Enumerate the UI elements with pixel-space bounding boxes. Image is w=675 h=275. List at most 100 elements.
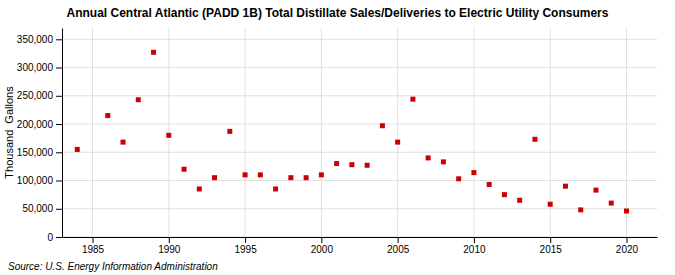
tick-label: 2020 bbox=[616, 244, 639, 255]
tick: 100,000 bbox=[17, 175, 62, 186]
tick-mark bbox=[56, 152, 62, 153]
tick-mark bbox=[56, 39, 62, 40]
point bbox=[334, 161, 339, 166]
point bbox=[426, 155, 431, 160]
grid-line bbox=[62, 180, 657, 181]
point bbox=[136, 97, 141, 102]
tick-mark bbox=[56, 68, 62, 69]
tick-label: 2005 bbox=[387, 244, 410, 255]
tick-mark bbox=[169, 237, 170, 243]
grid-line bbox=[397, 28, 398, 237]
tick: 1990 bbox=[158, 237, 181, 255]
plot-area: 1985 1990 1995 2000 2005 2010 2015 2020 0 50,000 1… bbox=[17, 28, 658, 255]
tick: 2000 bbox=[311, 237, 334, 255]
point bbox=[182, 167, 187, 172]
point bbox=[517, 198, 522, 203]
point bbox=[288, 175, 293, 180]
tick-label: 1990 bbox=[158, 244, 181, 255]
point bbox=[105, 113, 110, 118]
point bbox=[227, 129, 232, 134]
point bbox=[380, 123, 385, 128]
tick-mark bbox=[56, 96, 62, 97]
tick-label: 150,000 bbox=[17, 147, 54, 158]
point bbox=[243, 172, 248, 177]
tick: 0 bbox=[47, 232, 62, 243]
point bbox=[349, 162, 354, 167]
point bbox=[319, 172, 324, 177]
tick-label: 2000 bbox=[311, 244, 334, 255]
point bbox=[212, 175, 217, 180]
axis-line bbox=[63, 237, 658, 238]
grid-line bbox=[62, 208, 657, 209]
tick: 50,000 bbox=[22, 203, 62, 214]
tick-label: 200,000 bbox=[17, 119, 54, 130]
tick-mark bbox=[56, 124, 62, 125]
tick-mark bbox=[93, 237, 94, 243]
grid-line bbox=[62, 124, 657, 125]
point bbox=[273, 186, 278, 191]
point bbox=[609, 201, 614, 206]
tick: 2015 bbox=[540, 237, 563, 255]
tick-label: 0 bbox=[47, 232, 53, 243]
point bbox=[151, 50, 156, 55]
grid-line bbox=[92, 28, 93, 237]
grid-line bbox=[62, 152, 657, 153]
grid-line bbox=[168, 28, 169, 237]
tick-mark bbox=[321, 237, 322, 243]
tick-mark bbox=[626, 237, 627, 243]
tick-label: 1985 bbox=[82, 244, 105, 255]
x-axis: 1985 1990 1995 2000 2005 2010 2015 2020 bbox=[63, 237, 658, 255]
tick-mark bbox=[550, 237, 551, 243]
tick-label: 2015 bbox=[540, 244, 563, 255]
annotation: Source: U.S. Energy Information Administ… bbox=[8, 261, 218, 272]
tick-label: 300,000 bbox=[17, 62, 54, 73]
point bbox=[395, 140, 400, 145]
point bbox=[121, 140, 126, 145]
point bbox=[441, 159, 446, 164]
tick: 200,000 bbox=[17, 119, 62, 130]
tick-label: 1995 bbox=[234, 244, 257, 255]
grid-line bbox=[62, 39, 657, 40]
title: Annual Central Atlantic (PADD 1B) Total … bbox=[67, 6, 609, 20]
tick-mark bbox=[56, 181, 62, 182]
point bbox=[75, 147, 80, 152]
tick-mark bbox=[398, 237, 399, 243]
tick-label: 250,000 bbox=[17, 90, 54, 101]
grid-line bbox=[62, 95, 657, 96]
point bbox=[548, 202, 553, 207]
grid-line bbox=[245, 28, 246, 237]
point bbox=[197, 186, 202, 191]
point bbox=[304, 175, 309, 180]
points bbox=[75, 50, 629, 214]
tick: 2010 bbox=[463, 237, 486, 255]
point bbox=[578, 207, 583, 212]
tick: 2020 bbox=[616, 237, 639, 255]
grid-line bbox=[321, 28, 322, 237]
point bbox=[487, 182, 492, 187]
tick-mark bbox=[474, 237, 475, 243]
point bbox=[624, 209, 629, 214]
tick: 250,000 bbox=[17, 90, 62, 101]
point bbox=[258, 172, 263, 177]
point bbox=[532, 137, 537, 142]
y-axis: 0 50,000 100,000 150,000 200,000 250,000 300,0… bbox=[17, 29, 63, 243]
tick-label: 2010 bbox=[463, 244, 486, 255]
grid-line bbox=[62, 67, 657, 68]
point bbox=[365, 163, 370, 168]
tick: 2005 bbox=[387, 237, 410, 255]
point bbox=[502, 192, 507, 197]
y-axis-label: Thousand Gallons bbox=[3, 86, 15, 179]
tick-mark bbox=[56, 237, 62, 238]
tick-label: 350,000 bbox=[17, 34, 54, 45]
tick: 1995 bbox=[234, 237, 257, 255]
point bbox=[166, 133, 171, 138]
grid-line bbox=[473, 28, 474, 237]
grid-line bbox=[626, 28, 627, 237]
grid-line bbox=[62, 237, 657, 238]
point bbox=[563, 184, 568, 189]
point bbox=[593, 188, 598, 193]
chart: 1985 1990 1995 2000 2005 2010 2015 2020 0 50,000 1… bbox=[0, 0, 675, 275]
tick: 350,000 bbox=[17, 34, 62, 45]
tick-mark bbox=[56, 209, 62, 210]
tick: 1985 bbox=[82, 237, 105, 255]
